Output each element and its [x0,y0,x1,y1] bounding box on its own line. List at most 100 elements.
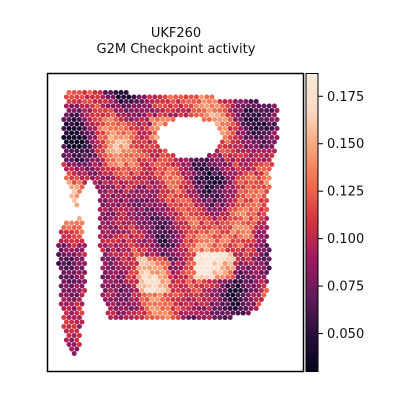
spot [173,175,179,181]
spot [253,252,259,257]
spot [71,189,77,194]
spot [89,121,95,127]
spot [139,108,145,113]
spot [266,166,272,172]
spot [136,130,142,136]
spot [219,220,225,226]
spot [71,180,77,185]
spot [201,261,207,266]
spot [162,175,168,181]
spot [69,265,75,271]
spot [115,274,121,280]
spot [188,202,194,208]
spot [100,193,106,199]
spot [134,153,140,158]
spot [256,121,262,127]
spot [258,297,264,302]
spot [71,351,77,356]
spot [76,171,82,176]
spot [214,238,220,244]
spot [126,301,132,307]
spot [251,265,257,271]
spot [144,180,150,185]
spot [235,220,241,226]
spot [206,180,212,185]
spot [87,144,93,149]
spot [141,274,147,280]
spot [188,238,194,244]
spot [206,162,212,167]
spot [58,265,64,271]
spot [108,126,114,131]
spot [141,121,147,127]
spot [126,238,132,244]
spot [160,279,166,284]
spot [238,288,244,293]
spot [162,202,168,208]
spot [157,157,163,163]
spot [105,139,111,145]
spot [128,306,134,311]
spot [261,229,267,235]
spot [157,247,163,253]
spot [271,112,277,118]
spot [238,162,244,167]
spot [71,324,77,329]
spot [204,247,210,253]
spot [123,126,129,131]
spot [180,225,186,230]
spot [235,283,241,289]
spot [61,270,67,275]
spot [102,99,108,104]
spot [149,126,155,131]
spot [118,225,124,230]
spot [217,279,223,284]
spot [147,175,153,181]
spot [217,108,223,113]
spot [154,198,160,203]
spot [61,279,67,284]
spot [232,162,238,167]
spot [134,162,140,167]
spot [74,301,80,307]
spot [136,247,142,253]
spot [79,166,85,172]
spot [149,270,155,275]
spot [82,279,88,284]
spot [167,247,173,253]
spot [110,292,116,298]
spot [196,297,202,302]
spot [209,220,215,226]
spot [115,157,121,163]
spot [225,193,231,199]
spot [157,283,163,289]
spot [188,94,194,100]
spot [183,112,189,118]
spot [170,261,176,266]
spot [136,112,142,118]
spot [74,292,80,298]
spot [188,112,194,118]
spot [152,175,158,181]
spot [61,315,67,320]
spot [243,234,249,239]
spot [154,99,160,104]
spot [157,148,163,154]
spot [69,220,75,226]
spot [261,112,267,118]
spot [193,274,199,280]
spot [97,162,103,167]
spot [162,229,168,235]
spot [245,229,251,235]
spot [204,283,210,289]
spot [115,121,121,127]
spot [136,283,142,289]
spot [63,238,69,244]
spot [165,252,171,257]
spot [162,256,168,262]
spot [115,166,121,172]
spot [264,180,270,185]
spot [115,193,121,199]
spot [222,171,228,176]
spot [230,166,236,172]
